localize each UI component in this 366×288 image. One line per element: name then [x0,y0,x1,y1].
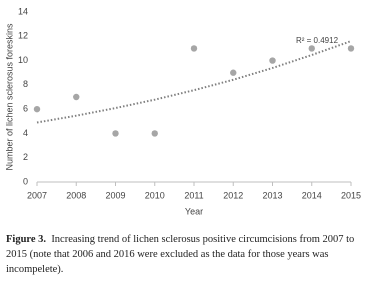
y-tick-label: 10 [18,55,28,65]
x-tick-label: 2011 [184,190,203,200]
x-tick-label: 2012 [223,190,243,200]
trendline-annotation: R² = 0.4912 [296,36,339,45]
x-axis-label: Year [185,206,203,216]
x-tick-label: 2013 [262,190,282,200]
x-tick-label: 2009 [105,190,125,200]
chart: Number of lichen sclerosus foreskins Yea… [4,6,361,216]
point [190,45,198,52]
point [151,130,158,137]
y-axis-label: Number of lichen sclerosus foreskins [4,23,14,171]
y-tick-label: 0 [23,176,28,186]
y-tick-label: 2 [23,152,28,162]
y-tick-label: 6 [23,104,28,114]
caption-label: Figure 3. [6,234,47,245]
x-tick-label: 2007 [27,190,47,200]
x-tick-label: 2010 [145,190,165,200]
x-tick-label: 2008 [66,190,86,200]
point [269,57,276,64]
y-tick-label: 14 [18,6,28,16]
trendline [36,40,352,124]
y-tick-label: 12 [18,31,28,41]
y-tick-label: 4 [23,128,28,138]
point [112,130,119,137]
point [73,93,80,101]
x-tick-label: 2014 [302,190,322,200]
point [347,45,355,52]
point [230,69,237,76]
caption: Figure 3. Increasing trend of lichen scl… [6,232,362,277]
point [308,45,315,52]
x-tick-label: 2015 [341,190,361,200]
point [33,105,41,113]
caption-text: Increasing trend of lichen sclerosus pos… [6,234,355,275]
y-tick-label: 8 [23,79,28,89]
